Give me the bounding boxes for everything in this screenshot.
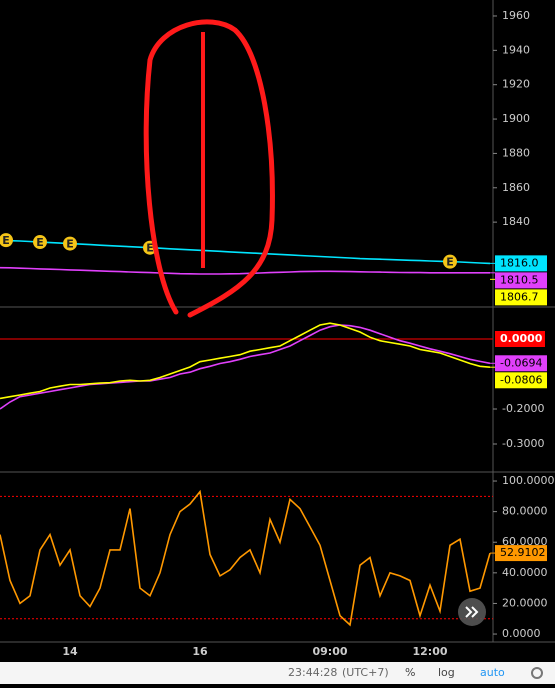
event-label: E bbox=[66, 238, 74, 251]
series-line bbox=[0, 239, 491, 265]
marker-box bbox=[495, 372, 547, 389]
y-tick-label: -0.2000 bbox=[502, 402, 544, 415]
y-tick-label: 1840 bbox=[502, 215, 530, 228]
annotation bbox=[143, 19, 275, 318]
marker-label: -0.0806 bbox=[500, 373, 542, 386]
event-label: E bbox=[146, 242, 154, 255]
event-marker bbox=[33, 235, 47, 250]
marker-box bbox=[495, 255, 547, 272]
marker-box bbox=[495, 289, 547, 306]
y-tick-label: 1960 bbox=[502, 9, 530, 22]
y-tick-label: 1880 bbox=[502, 146, 530, 159]
event-marker bbox=[0, 233, 13, 248]
toolbar-time: 23:44:28 bbox=[288, 666, 337, 679]
x-tick-label: 12:00 bbox=[412, 645, 447, 658]
toolbar-auto[interactable]: auto bbox=[480, 666, 505, 679]
toolbar bbox=[0, 662, 555, 684]
series-line bbox=[0, 489, 491, 627]
marker-label: 1816.0 bbox=[500, 256, 539, 269]
marker-label: 52.9102 bbox=[500, 546, 546, 559]
background bbox=[0, 0, 555, 662]
y-tick-label: -0.3000 bbox=[502, 437, 544, 450]
marker-label: 1806.7 bbox=[500, 290, 539, 303]
level-label: 0.0000 bbox=[500, 332, 543, 345]
x-tick-label: 16 bbox=[192, 645, 208, 658]
series-line bbox=[0, 322, 491, 400]
x-tick-label: 14 bbox=[62, 645, 78, 658]
marker-box bbox=[495, 355, 547, 372]
x-tick-label: 09:00 bbox=[312, 645, 347, 658]
event-label: E bbox=[446, 256, 454, 269]
y-tick-label: 1860 bbox=[502, 181, 530, 194]
toolbar-percent[interactable]: % bbox=[405, 666, 415, 679]
y-tick-label: 0.0000 bbox=[502, 627, 541, 640]
y-tick-label: 1900 bbox=[502, 112, 530, 125]
marker-label: -0.0694 bbox=[500, 356, 542, 369]
y-tick-label: 40.0000 bbox=[502, 566, 548, 579]
y-tick-label: 1920 bbox=[502, 78, 530, 91]
series-line bbox=[0, 266, 490, 275]
series-line bbox=[0, 324, 491, 410]
y-tick-label: 60.0000 bbox=[502, 535, 548, 548]
toolbar-log[interactable]: log bbox=[438, 666, 455, 679]
marker-box bbox=[495, 272, 547, 289]
scroll-button[interactable] bbox=[458, 598, 486, 626]
marker-box bbox=[495, 545, 547, 562]
level-label-box bbox=[495, 330, 545, 347]
y-tick-label: 20.0000 bbox=[502, 596, 548, 609]
event-marker bbox=[443, 254, 457, 269]
event-label: E bbox=[36, 236, 44, 249]
y-tick-label: 100.0000 bbox=[502, 474, 555, 487]
toolbar-zone: (UTC+7) bbox=[342, 666, 389, 679]
settings-icon[interactable] bbox=[531, 667, 543, 679]
event-marker bbox=[63, 236, 77, 251]
marker-label: 1810.5 bbox=[500, 273, 539, 286]
y-tick-label: 80.0000 bbox=[502, 505, 548, 518]
y-tick-label: 1940 bbox=[502, 43, 530, 56]
event-label: E bbox=[2, 234, 10, 247]
